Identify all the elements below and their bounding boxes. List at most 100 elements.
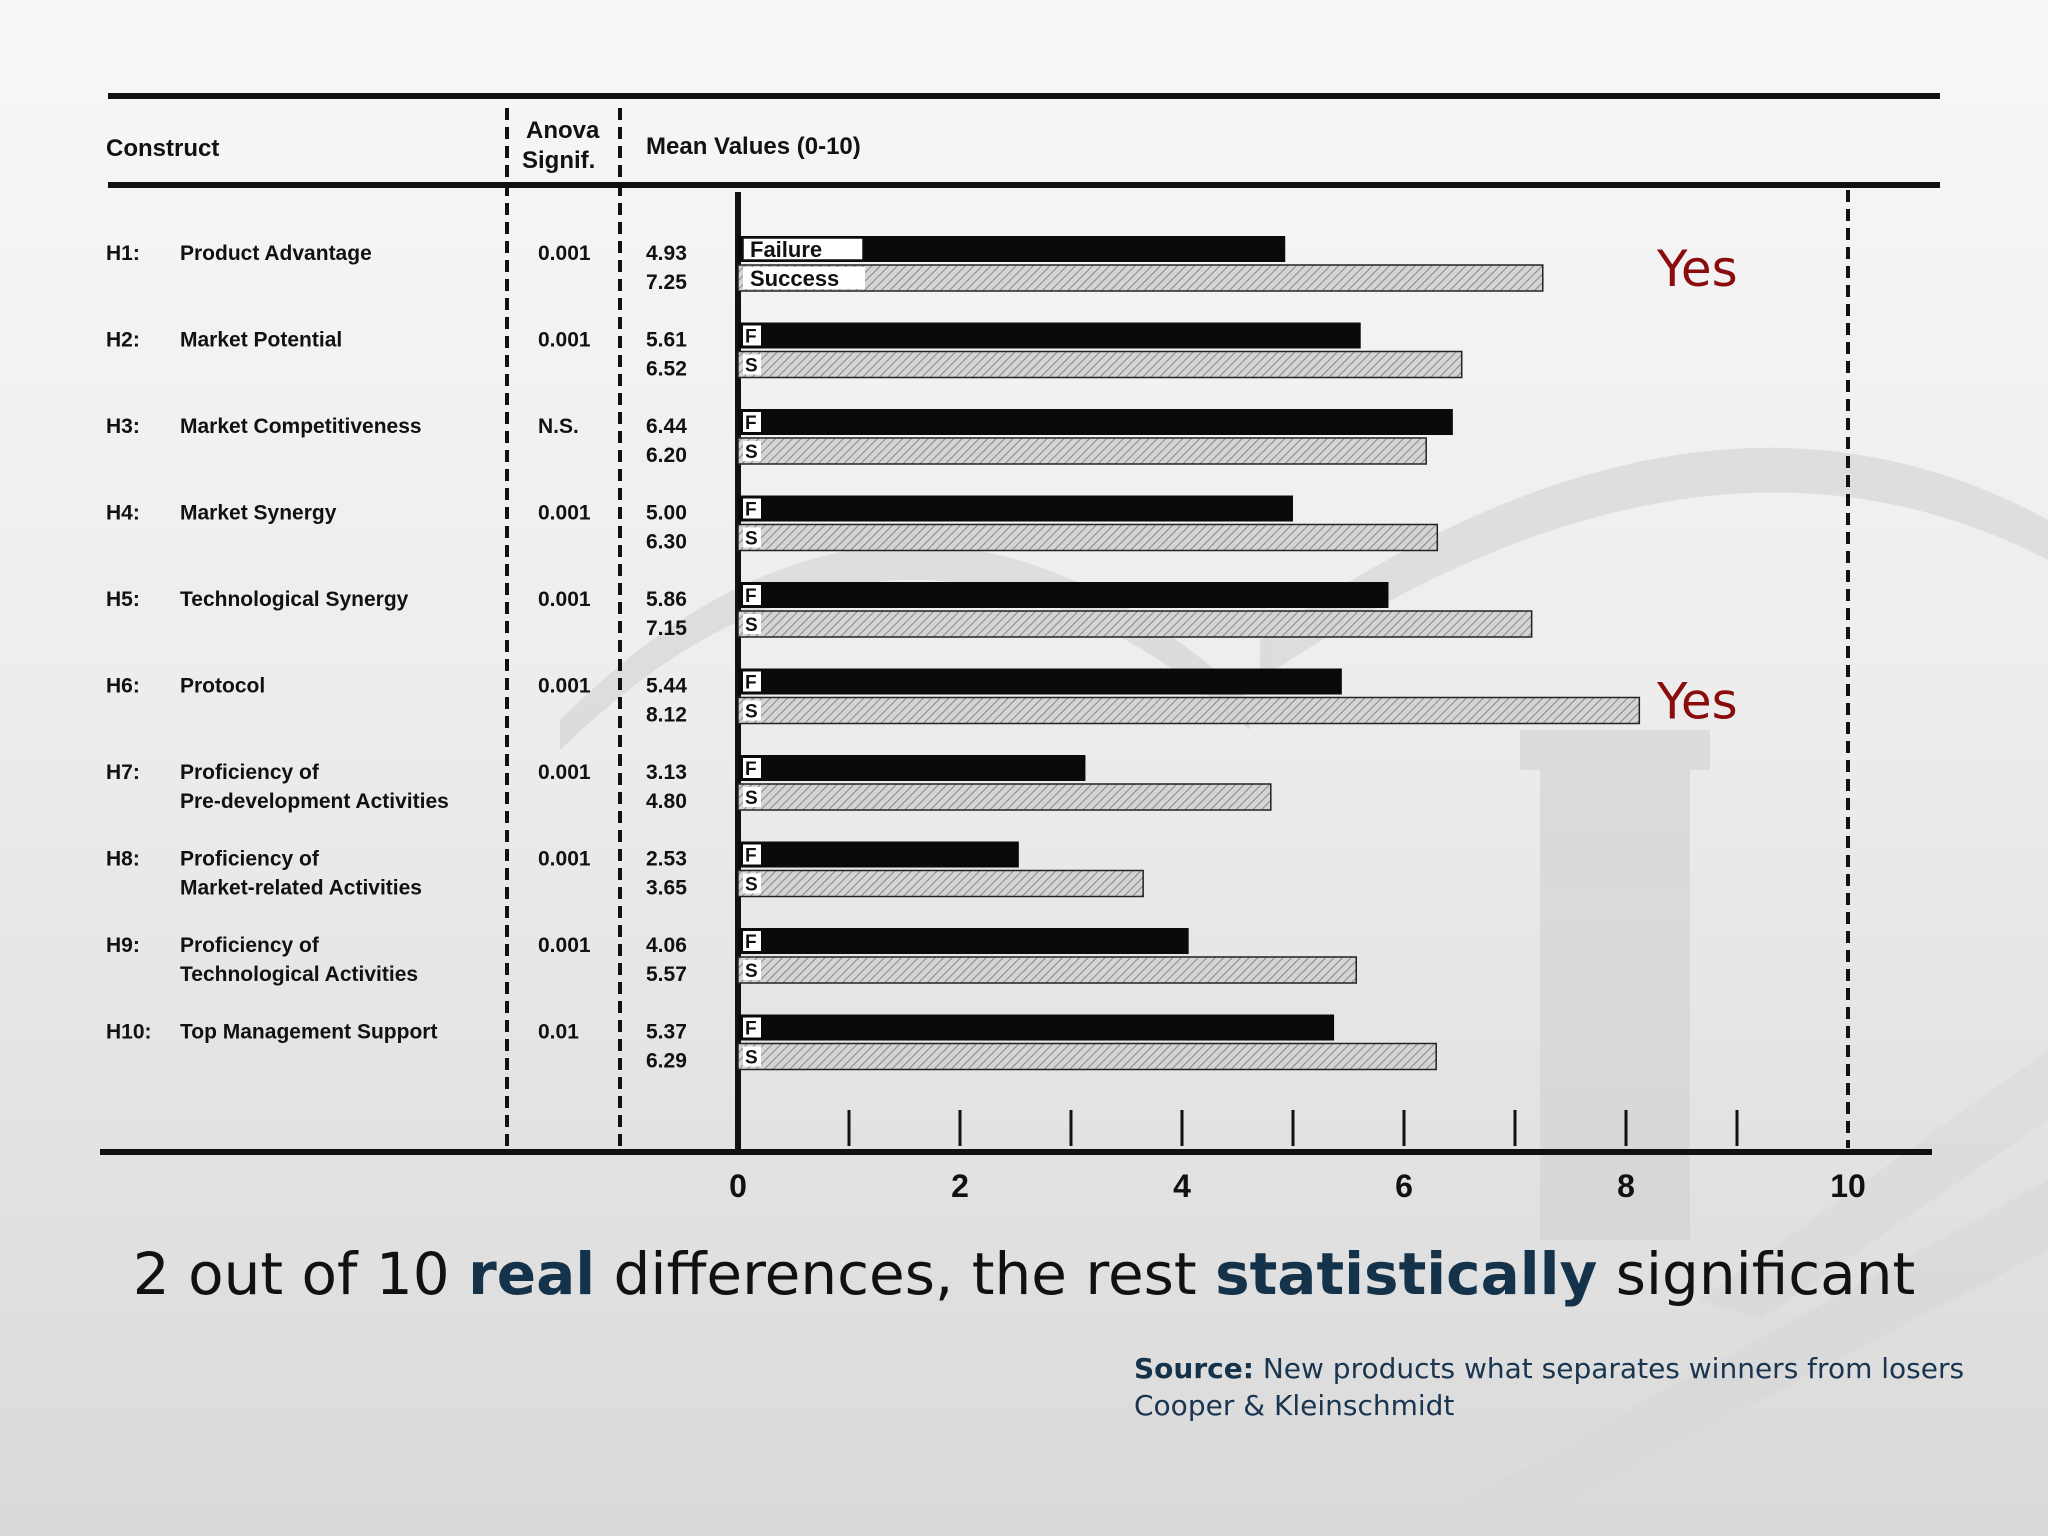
- failure-short-box: [743, 1017, 761, 1038]
- success-short-box: [743, 441, 761, 461]
- row-construct-name: Protocol: [180, 675, 265, 698]
- source-title: New products what separates winners from…: [1253, 1352, 1965, 1385]
- caption-part2: differences, the rest: [595, 1240, 1216, 1308]
- header-mean-values: Mean Values (0-10): [646, 133, 861, 160]
- row-construct-name: Market Synergy: [180, 502, 337, 525]
- caption-bold-real: real: [468, 1240, 596, 1308]
- row-failure-value-label: 5.86: [646, 588, 687, 611]
- success-short-label: S: [745, 702, 758, 723]
- row-failure-value-label: 6.44: [646, 415, 687, 438]
- row-failure-value-label: 5.61: [646, 329, 687, 352]
- x-tick-label: 8: [1617, 1168, 1635, 1204]
- row-code: H5:: [106, 588, 140, 611]
- success-short-label: S: [745, 529, 758, 550]
- source-line-2: Cooper & Kleinschmidt: [1134, 1389, 1455, 1422]
- row-success-value-label: 6.30: [646, 531, 687, 554]
- row-code: H6:: [106, 675, 140, 698]
- failure-short-box: [743, 671, 761, 692]
- row-success-value-label: 7.25: [646, 271, 687, 294]
- success-short-box: [743, 787, 761, 807]
- success-short-label: S: [745, 1048, 758, 1069]
- row-success-value-label: 3.65: [646, 877, 687, 900]
- row-construct-name: Proficiency of: [180, 761, 320, 784]
- bar-success: [737, 610, 1533, 638]
- caption: 2 out of 10 real differences, the rest s…: [0, 1240, 2048, 1308]
- success-short-label: S: [745, 875, 758, 896]
- row-construct-name: Proficiency of: [180, 934, 320, 957]
- success-legend-label: Success: [750, 266, 839, 291]
- row-failure-value-label: 4.93: [646, 242, 687, 265]
- bar-success: [737, 350, 1463, 379]
- x-tick-label: 10: [1830, 1168, 1866, 1204]
- row-failure-value-label: 2.53: [646, 848, 687, 871]
- x-axis: 0 2 4 6 8 10: [729, 1110, 1866, 1204]
- row-construct-name: Pre-development Activities: [180, 790, 449, 813]
- row-success-value-label: 4.80: [646, 790, 687, 813]
- x-tick-label: 0: [729, 1168, 747, 1204]
- x-tick-label: 2: [951, 1168, 969, 1204]
- header-construct: Construct: [106, 135, 219, 162]
- failure-short-box: [743, 412, 761, 432]
- failure-short-label: F: [745, 673, 757, 694]
- yes-annotation: Yes: [1656, 673, 1738, 731]
- row-construct-name: Market-related Activities: [180, 877, 422, 900]
- row-anova-signif: N.S.: [538, 415, 579, 438]
- row-anova-signif: 0.001: [538, 761, 591, 784]
- annotations-layer: Yes Yes: [1656, 240, 1738, 731]
- row-anova-signif: 0.001: [538, 502, 591, 525]
- yes-annotation: Yes: [1656, 240, 1738, 298]
- row-construct-name: Market Competitiveness: [180, 415, 422, 438]
- bar-success: [737, 264, 1544, 292]
- bar-success: [737, 523, 1439, 552]
- row-construct-name: Technological Activities: [180, 963, 418, 986]
- bar-success: [737, 696, 1641, 725]
- failure-short-box: [743, 758, 761, 778]
- failure-legend-label: Failure: [750, 237, 822, 262]
- success-legend-box: [743, 267, 865, 289]
- row-failure-value-label: 5.00: [646, 502, 687, 525]
- bar-success: [737, 956, 1358, 984]
- x-tick-label: 6: [1395, 1168, 1413, 1204]
- row-construct-name: Market Potential: [180, 329, 342, 352]
- success-short-box: [743, 614, 761, 634]
- bar-success: [737, 1042, 1437, 1071]
- row-code: H7:: [106, 761, 140, 784]
- source-line-1: Source: New products what separates winn…: [1134, 1350, 2014, 1387]
- success-short-label: S: [745, 788, 758, 809]
- bar-failure: [738, 582, 1389, 608]
- failure-legend-box: [742, 237, 864, 261]
- failure-short-label: F: [745, 932, 757, 953]
- failure-short-box: [743, 585, 761, 605]
- success-short-box: [743, 527, 761, 548]
- caption-part1: 2 out of 10: [132, 1240, 469, 1308]
- rows-layer: H1: Product Advantage 0.001 4.93 7.25 H2: Mark…: [106, 242, 687, 1073]
- row-code: H2:: [106, 329, 140, 352]
- source-citation: Source: New products what separates winn…: [1134, 1350, 2014, 1424]
- source-label: Source:: [1134, 1352, 1254, 1385]
- header-anova: Anova: [526, 117, 600, 144]
- bar-failure: [738, 668, 1342, 695]
- failure-short-label: F: [745, 500, 757, 521]
- failure-short-box: [743, 325, 761, 346]
- x-tick-label: 4: [1173, 1168, 1191, 1204]
- bar-success: [737, 437, 1427, 465]
- failure-short-box: [743, 931, 761, 951]
- success-short-box: [743, 1046, 761, 1067]
- header-signif: Signif.: [522, 147, 595, 174]
- row-success-value-label: 5.57: [646, 963, 687, 986]
- success-short-label: S: [745, 442, 758, 463]
- row-code: H10:: [106, 1021, 152, 1044]
- failure-short-label: F: [745, 1019, 757, 1040]
- row-failure-value-label: 3.13: [646, 761, 687, 784]
- failure-short-label: F: [745, 586, 757, 607]
- row-construct-name: Top Management Support: [180, 1021, 437, 1044]
- row-success-value-label: 8.12: [646, 704, 687, 727]
- row-construct-name: Technological Synergy: [180, 588, 409, 611]
- row-success-value-label: 6.29: [646, 1050, 687, 1073]
- success-short-label: S: [745, 356, 758, 377]
- bar-failure: [738, 755, 1086, 781]
- row-anova-signif: 0.001: [538, 934, 591, 957]
- row-anova-signif: 0.001: [538, 242, 591, 265]
